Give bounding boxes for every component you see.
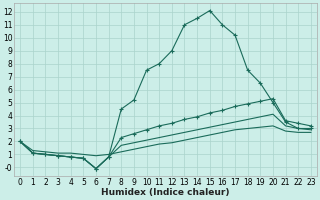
X-axis label: Humidex (Indice chaleur): Humidex (Indice chaleur) — [101, 188, 230, 197]
